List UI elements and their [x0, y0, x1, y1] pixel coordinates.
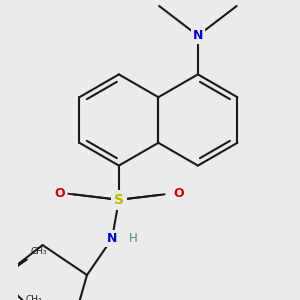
- Text: N: N: [107, 232, 117, 245]
- Text: CH₃: CH₃: [136, 0, 154, 2]
- Text: CH₃: CH₃: [242, 0, 260, 2]
- Text: CH₃: CH₃: [30, 247, 47, 256]
- Text: N: N: [193, 29, 203, 42]
- Text: CH₃: CH₃: [26, 296, 42, 300]
- Text: O: O: [54, 187, 65, 200]
- Text: S: S: [114, 193, 124, 207]
- Text: O: O: [173, 187, 184, 200]
- Text: H: H: [129, 232, 138, 245]
